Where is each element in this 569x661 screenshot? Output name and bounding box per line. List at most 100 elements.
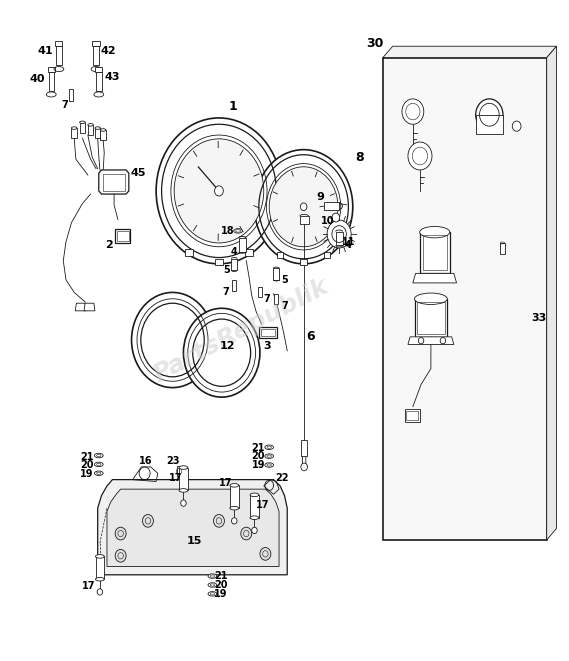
Text: 1: 1	[228, 100, 237, 113]
Text: 4: 4	[231, 247, 238, 257]
Circle shape	[254, 149, 353, 264]
Text: 17: 17	[82, 580, 96, 590]
Bar	[232, 280, 237, 291]
Text: 16: 16	[138, 455, 152, 465]
Bar	[336, 231, 343, 245]
Circle shape	[440, 338, 446, 344]
Circle shape	[269, 167, 338, 247]
Bar	[95, 128, 100, 138]
Circle shape	[142, 514, 154, 527]
Bar	[88, 125, 93, 135]
Text: PartsRepublik: PartsRepublik	[149, 274, 333, 387]
Polygon shape	[413, 274, 456, 283]
Text: 21: 21	[251, 443, 265, 453]
Text: 7: 7	[222, 288, 229, 297]
Text: 15: 15	[187, 536, 202, 546]
Text: 40: 40	[30, 73, 46, 83]
Bar	[103, 175, 125, 191]
Text: 45: 45	[130, 168, 146, 178]
Text: 20: 20	[251, 451, 265, 461]
Bar	[185, 249, 193, 256]
Text: 19: 19	[215, 589, 228, 599]
Bar	[300, 259, 307, 265]
Bar	[95, 67, 102, 71]
Text: 6: 6	[307, 330, 315, 343]
Ellipse shape	[250, 516, 259, 520]
Ellipse shape	[208, 583, 217, 587]
Circle shape	[174, 139, 264, 243]
Ellipse shape	[94, 453, 103, 457]
Circle shape	[97, 589, 102, 595]
Ellipse shape	[94, 471, 103, 475]
Bar	[69, 89, 73, 100]
Bar	[48, 67, 55, 71]
Ellipse shape	[265, 445, 274, 449]
Text: 17: 17	[256, 500, 269, 510]
Bar	[383, 58, 547, 540]
Text: 42: 42	[101, 46, 117, 56]
Text: 2: 2	[105, 241, 113, 251]
Bar	[417, 302, 444, 334]
Polygon shape	[547, 46, 556, 540]
Bar	[250, 495, 259, 518]
Ellipse shape	[80, 121, 85, 124]
Bar	[56, 46, 61, 65]
Ellipse shape	[95, 127, 100, 130]
Bar	[100, 130, 106, 140]
Circle shape	[408, 142, 432, 170]
Circle shape	[332, 213, 340, 222]
Bar	[476, 115, 503, 134]
Polygon shape	[383, 46, 556, 58]
Circle shape	[156, 118, 282, 264]
Bar	[115, 229, 130, 243]
Ellipse shape	[100, 129, 106, 132]
Text: 12: 12	[220, 341, 235, 352]
Bar	[48, 71, 54, 91]
Bar	[420, 232, 450, 274]
Text: 19: 19	[251, 460, 265, 470]
Bar	[55, 41, 63, 46]
Polygon shape	[107, 489, 279, 566]
Ellipse shape	[179, 488, 188, 492]
Bar	[117, 231, 129, 241]
Bar	[93, 41, 100, 46]
Ellipse shape	[265, 454, 274, 458]
Ellipse shape	[179, 466, 188, 469]
Text: 23: 23	[166, 456, 179, 466]
Ellipse shape	[96, 578, 104, 581]
Circle shape	[402, 99, 424, 124]
Circle shape	[476, 99, 503, 131]
Ellipse shape	[230, 484, 238, 487]
Ellipse shape	[420, 227, 450, 238]
Ellipse shape	[88, 124, 93, 126]
Text: 7: 7	[281, 301, 288, 311]
Circle shape	[251, 527, 257, 533]
Circle shape	[418, 338, 424, 344]
Ellipse shape	[96, 555, 104, 558]
Ellipse shape	[265, 463, 274, 467]
Ellipse shape	[234, 229, 242, 233]
Circle shape	[301, 463, 307, 471]
Circle shape	[327, 220, 351, 248]
Text: 8: 8	[355, 151, 364, 165]
Text: 43: 43	[105, 71, 120, 82]
Ellipse shape	[72, 127, 77, 130]
Circle shape	[241, 527, 251, 540]
Text: 5: 5	[223, 265, 230, 275]
Bar	[324, 202, 339, 210]
Polygon shape	[84, 303, 95, 311]
Circle shape	[512, 121, 521, 132]
Text: 17: 17	[168, 473, 182, 483]
Text: 41: 41	[38, 46, 53, 56]
Circle shape	[131, 292, 213, 387]
Text: 7: 7	[263, 293, 270, 304]
Circle shape	[232, 518, 237, 524]
Bar	[274, 293, 278, 304]
Text: 21: 21	[80, 451, 93, 462]
Bar	[231, 259, 237, 270]
Bar	[406, 411, 418, 420]
Ellipse shape	[94, 462, 103, 467]
Text: 18: 18	[221, 226, 235, 236]
Bar	[179, 467, 188, 490]
Text: 3: 3	[263, 340, 271, 351]
